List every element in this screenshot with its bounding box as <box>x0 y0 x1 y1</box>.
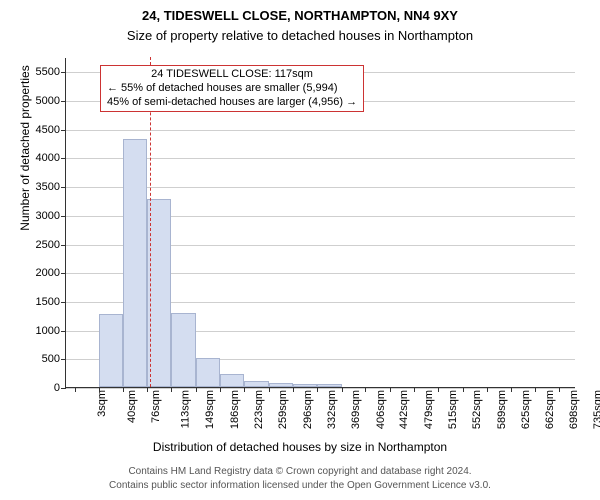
xtick-mark <box>196 387 197 392</box>
chart-subtitle: Size of property relative to detached ho… <box>0 28 600 43</box>
ytick-label: 500 <box>42 353 66 365</box>
xtick-label: 223sqm <box>253 390 265 429</box>
x-axis-label: Distribution of detached houses by size … <box>0 440 600 454</box>
xtick-mark <box>463 387 464 392</box>
annotation-box: 24 TIDESWELL CLOSE: 117sqm← 55% of detac… <box>100 65 364 112</box>
xtick-label: 369sqm <box>350 390 362 429</box>
xtick-label: 625sqm <box>520 390 532 429</box>
ytick-label: 2000 <box>36 267 66 279</box>
gridline <box>66 130 575 131</box>
xtick-mark <box>171 387 172 392</box>
ytick-label: 2500 <box>36 239 66 251</box>
xtick-mark <box>317 387 318 392</box>
footer-attribution-1: Contains HM Land Registry data © Crown c… <box>0 466 600 477</box>
xtick-label: 442sqm <box>399 390 411 429</box>
xtick-mark <box>511 387 512 392</box>
histogram-bar <box>171 313 196 387</box>
xtick-mark <box>269 387 270 392</box>
xtick-mark <box>75 387 76 392</box>
xtick-mark <box>99 387 100 392</box>
xtick-label: 332sqm <box>326 390 338 429</box>
histogram-bar <box>123 139 148 387</box>
ytick-label: 3500 <box>36 181 66 193</box>
xtick-mark <box>147 387 148 392</box>
annotation-line: 24 TIDESWELL CLOSE: 117sqm <box>107 68 357 82</box>
xtick-label: 259sqm <box>277 390 289 429</box>
histogram-bar <box>99 314 123 387</box>
ytick-label: 4500 <box>36 124 66 136</box>
ytick-label: 4000 <box>36 152 66 164</box>
ytick-label: 3000 <box>36 210 66 222</box>
histogram-bar <box>244 381 269 387</box>
xtick-mark <box>123 387 124 392</box>
xtick-label: 40sqm <box>126 390 138 423</box>
xtick-label: 698sqm <box>568 390 580 429</box>
ytick-label: 5000 <box>36 95 66 107</box>
xtick-mark <box>220 387 221 392</box>
xtick-mark <box>342 387 343 392</box>
chart-title: 24, TIDESWELL CLOSE, NORTHAMPTON, NN4 9X… <box>0 8 600 23</box>
xtick-label: 515sqm <box>447 390 459 429</box>
xtick-label: 76sqm <box>150 390 162 423</box>
ytick-label: 1500 <box>36 296 66 308</box>
xtick-mark <box>414 387 415 392</box>
xtick-label: 589sqm <box>496 390 508 429</box>
xtick-mark <box>535 387 536 392</box>
xtick-mark <box>438 387 439 392</box>
ytick-label: 0 <box>54 382 66 394</box>
xtick-mark <box>487 387 488 392</box>
xtick-label: 113sqm <box>180 390 192 428</box>
xtick-label: 406sqm <box>375 390 387 429</box>
y-axis-label: Number of detached properties <box>18 0 32 313</box>
footer-attribution-2: Contains public sector information licen… <box>0 480 600 491</box>
xtick-label: 735sqm <box>593 390 600 429</box>
xtick-label: 296sqm <box>302 390 314 429</box>
ytick-label: 5500 <box>36 66 66 78</box>
xtick-label: 3sqm <box>96 390 108 417</box>
xtick-label: 479sqm <box>423 390 435 429</box>
xtick-mark <box>244 387 245 392</box>
xtick-mark <box>293 387 294 392</box>
xtick-mark <box>390 387 391 392</box>
histogram-bar <box>317 384 342 387</box>
xtick-label: 149sqm <box>204 390 216 429</box>
histogram-bar <box>293 384 318 387</box>
annotation-line: ← 55% of detached houses are smaller (5,… <box>107 82 357 96</box>
xtick-label: 186sqm <box>229 390 241 429</box>
xtick-label: 662sqm <box>544 390 556 429</box>
xtick-mark <box>559 387 560 392</box>
histogram-bar <box>220 374 244 387</box>
annotation-line: 45% of semi-detached houses are larger (… <box>107 96 357 110</box>
histogram-bar <box>196 358 221 387</box>
histogram-bar <box>269 383 293 387</box>
gridline <box>66 388 575 389</box>
xtick-mark <box>365 387 366 392</box>
xtick-label: 552sqm <box>471 390 483 429</box>
ytick-label: 1000 <box>36 325 66 337</box>
